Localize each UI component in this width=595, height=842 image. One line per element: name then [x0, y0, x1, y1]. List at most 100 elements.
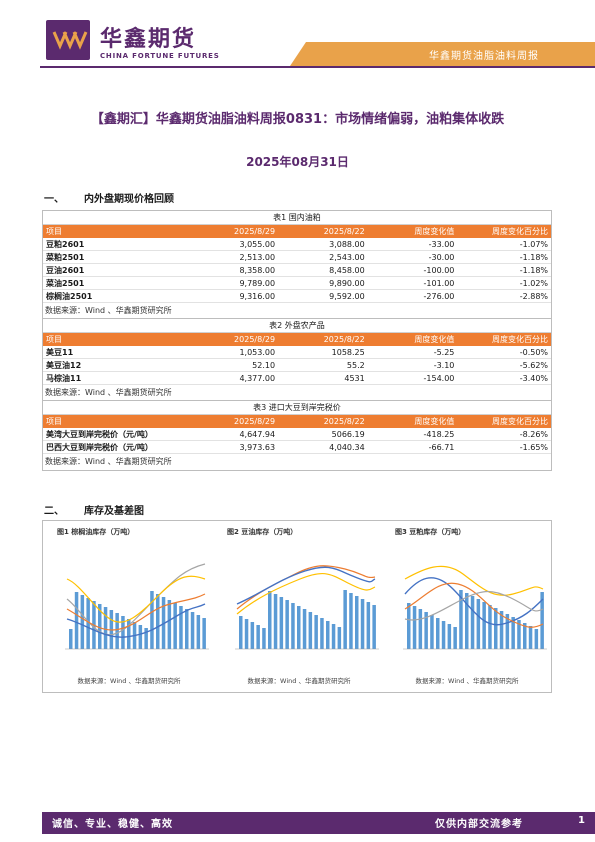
chart-bar	[534, 629, 539, 649]
chart-bar	[482, 602, 486, 649]
chart-bar	[418, 609, 423, 649]
table-cell: 美湾大豆到岸完税价（元/吨）	[46, 430, 153, 439]
chart-image	[215, 539, 383, 669]
table-cell: 9,789.00	[239, 279, 276, 288]
table-cell: 9,592.00	[329, 292, 365, 301]
page-footer: 诚信、专业、稳健、高效 仅供内部交流参考 1	[42, 812, 595, 834]
chart-bar	[337, 627, 342, 649]
table-cell: 美豆11	[46, 348, 74, 357]
chart-bar	[173, 603, 177, 649]
table-cell: 4,647.94	[239, 430, 276, 439]
table-cell: -3.40%	[519, 374, 549, 383]
table-cell: 8,358.00	[239, 266, 276, 275]
header-band-slant	[290, 42, 306, 66]
table-cell: -1.65%	[519, 443, 549, 452]
chart-bar	[239, 616, 243, 649]
table-cell: 菜油2501	[46, 279, 85, 288]
chart-bar	[476, 599, 481, 649]
chart-bar	[424, 612, 428, 649]
col-header: 周度变化值	[414, 227, 455, 236]
table-cell: 4,377.00	[239, 374, 276, 383]
section-label: 内外盘期现价格回顾	[84, 194, 174, 205]
table-source: 数据来源：Wind 、华鑫期货研究所	[43, 385, 551, 401]
table-cell: -2.88%	[519, 292, 549, 301]
table-row: 豆油2601 8,358.00 8,458.00 -100.00 -1.18%	[43, 264, 551, 277]
table-caption: 表2 外盘农产品	[43, 319, 551, 333]
table-cell: -276.00	[423, 292, 455, 301]
footer-motto: 诚信、专业、稳健、高效	[52, 819, 173, 830]
table-cell: 2,543.00	[329, 253, 365, 262]
chart-bar	[291, 603, 295, 649]
table-cell: 2,513.00	[239, 253, 276, 262]
chart-bar	[268, 591, 272, 649]
table-header-row: 项目 2025/8/29 2025/8/22 周度变化值 周度变化百分比	[43, 225, 551, 238]
chart-bar	[436, 618, 440, 649]
footer-disclaimer: 仅供内部交流参考	[435, 819, 523, 830]
table-cell: -30.00	[428, 253, 455, 262]
col-header: 项目	[46, 335, 62, 344]
col-header: 2025/8/22	[323, 335, 365, 344]
report-title: 【鑫期汇】华鑫期货油脂油料周报0831：市场情绪偏弱，油粕集体收跌	[90, 112, 505, 127]
table-cell: 3,055.00	[239, 240, 276, 249]
table-cell: 3,088.00	[329, 240, 365, 249]
chart-bar	[499, 611, 504, 649]
table-cell: 9,890.00	[329, 279, 365, 288]
chart-bar	[528, 626, 533, 649]
chart-image	[45, 539, 213, 669]
chart-bar	[302, 609, 307, 649]
table-cell: 马棕油11	[46, 374, 82, 383]
header-divider	[40, 66, 595, 68]
table-cell: 4531	[344, 374, 365, 383]
table-row: 菜粕2501 2,513.00 2,543.00 -30.00 -1.18%	[43, 251, 551, 264]
table-cell: -1.18%	[519, 266, 549, 275]
section-number: 二、	[44, 506, 64, 517]
chart-bar	[459, 590, 463, 649]
table-cell: -66.71	[428, 443, 455, 452]
col-header: 2025/8/29	[234, 227, 276, 236]
chart-bar	[127, 619, 131, 649]
chart-bar	[314, 615, 318, 649]
col-header: 项目	[46, 417, 62, 426]
table-cell: -1.07%	[519, 240, 549, 249]
report-date: 2025年08月31日	[246, 155, 349, 169]
report-series-name: 华鑫期货油脂油料周报	[429, 51, 539, 62]
table-cell: -1.02%	[519, 279, 549, 288]
chart-bar	[407, 603, 411, 649]
chart-bar	[441, 621, 446, 649]
chart-bar	[297, 606, 301, 649]
table-cell: -1.18%	[519, 253, 549, 262]
logo-text-en: CHINA FORTUNE FUTURES	[100, 52, 220, 60]
table-row: 美湾大豆到岸完税价（元/吨） 4,647.94 5066.19 -418.25 …	[43, 428, 551, 441]
table-row: 豆粕2601 3,055.00 3,088.00 -33.00 -1.07%	[43, 238, 551, 251]
col-header: 2025/8/22	[323, 417, 365, 426]
chart-bar	[273, 594, 278, 649]
chart-bar	[69, 629, 73, 649]
chart-bar	[494, 608, 498, 649]
chart-bar	[505, 614, 510, 649]
table-cell: 美豆油12	[46, 361, 82, 370]
table-cell: 55.2	[346, 361, 365, 370]
section-number: 一、	[44, 194, 64, 205]
chart-bar	[372, 605, 376, 649]
chart-bar	[144, 628, 148, 649]
table-cell: 豆油2601	[46, 266, 85, 275]
chart-bar	[540, 592, 544, 649]
table-row: 美豆油12 52.10 55.2 -3.10 -5.62%	[43, 359, 551, 372]
table-cell: 3,973.63	[239, 443, 276, 452]
chart-bar	[167, 600, 172, 649]
chart-source: 数据来源：Wind 、华鑫期货研究所	[415, 677, 519, 685]
table-row: 巴西大豆到岸完税价（元/吨） 3,973.63 4,040.34 -66.71 …	[43, 441, 551, 454]
chart-bar	[308, 612, 313, 649]
chart-bar	[355, 596, 359, 649]
header-band	[306, 42, 595, 66]
section-label: 库存及基差图	[84, 506, 144, 517]
table-cell: -101.00	[423, 279, 455, 288]
table-row: 马棕油11 4,377.00 4531 -154.00 -3.40%	[43, 372, 551, 385]
chart-bar	[430, 615, 434, 649]
chart-bar	[250, 622, 255, 649]
section-heading-1: 一、 内外盘期现价格回顾	[44, 190, 174, 205]
table-cell: 1,053.00	[239, 348, 276, 357]
table-header-row: 项目 2025/8/29 2025/8/22 周度变化值 周度变化百分比	[43, 415, 551, 428]
chart-bar	[326, 621, 330, 649]
table-caption: 表3 进口大豆到岸完税价	[43, 401, 551, 415]
